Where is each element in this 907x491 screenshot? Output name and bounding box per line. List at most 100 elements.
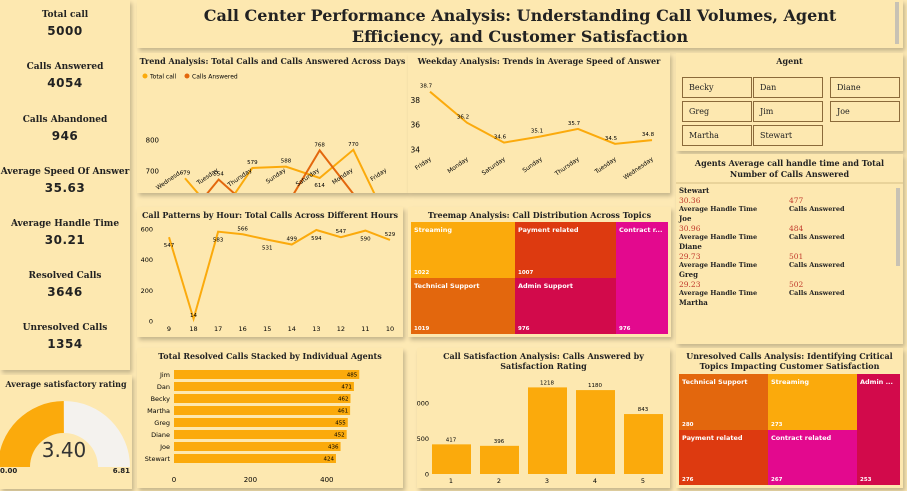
kpi-value: 1354 [47,337,83,351]
x-tick-label: 18 [189,325,197,333]
agent-aht-value: 30.96 [679,224,701,233]
series-line [429,90,653,145]
agent-aht-label: Average Handle Time [679,205,758,213]
kpi-label: Average Speed Of Answer [0,167,130,177]
y-tick-label: 500 [417,435,429,443]
data-label: 590 [360,237,371,243]
tile-value: 1022 [414,270,430,276]
agent-aht-label: Average Handle Time [679,289,758,297]
series-line [206,148,354,193]
hourly-chart: 0 200 400 600 547 14 583 566 531 499 594 547 590 529 9… [141,226,396,333]
series-line [168,228,391,323]
legend-label: Calls Answered [192,74,238,81]
kpi-label: Average Handle Time [10,219,120,229]
bar-category-label: Jim [159,371,170,379]
bar [174,418,348,427]
bar-category-label: Becky [151,395,171,403]
gauge-value: 3.40 [42,438,87,462]
x-tick-label: 12 [337,325,345,333]
x-tick-label: Saturday [481,156,508,178]
data-label: 770 [348,142,359,148]
agent-filter-button[interactable]: Stewart [753,125,823,146]
agent-filter-button[interactable]: Joe [830,101,900,122]
x-tick-label: 11 [361,325,369,333]
hourly-panel: Call Patterns by Hour: Total Calls Acros… [137,207,403,337]
agent-name: Joe [679,214,692,223]
kpi-value: 946 [51,129,79,143]
data-label: 579 [247,160,258,166]
x-tick-label: Monday [446,155,470,175]
x-tick-label: 5 [641,477,645,485]
agent-answered-value: 502 [789,280,804,289]
page-title: Call Center Performance Analysis: Unders… [203,6,837,46]
x-tick-label: 4 [593,477,597,485]
agent-table-row: Stewart 30.36 477 Average Handle Time Calls … [679,186,894,213]
treemap-tile[interactable]: Admin Support 976 [515,278,616,334]
data-label: 436 [328,445,339,451]
data-label: 35.1 [531,128,543,134]
y-tick-label: 36 [410,121,420,130]
treemap-tile[interactable]: Streaming 1022 [411,222,515,278]
data-label: 471 [341,385,352,391]
x-tick-label: 17 [214,325,222,333]
legend-marker [184,73,190,79]
unresolved-treemap-panel: Unresolved Calls Analysis: Identifying C… [676,348,903,488]
agent-filter-button[interactable]: Greg [682,101,752,122]
agent-filter-button[interactable]: Becky [682,77,752,98]
data-label: 1180 [588,383,602,389]
x-tick-label: Friday [369,167,388,183]
x-tick-label: Friday [414,156,433,172]
topics-treemap-title: Treemap Analysis: Call Distribution Acro… [427,210,652,220]
data-label: 417 [446,437,457,443]
kpi-value: 4054 [47,76,83,90]
treemap-tile[interactable]: Payment related 1007 [515,222,616,278]
treemap-tile[interactable]: Technical Support 280 [679,374,768,430]
data-label: 452 [334,433,345,439]
y-tick-label: 0 [149,318,153,326]
agent-aht-value: 30.36 [679,196,701,205]
agent-filter-button[interactable]: Diane [830,77,900,98]
tile-value: 253 [860,477,872,483]
legend-marker [142,73,148,79]
bar-category-label: Martha [147,407,170,415]
header-scrollbar[interactable] [895,2,899,44]
kpi-label: Calls Abandoned [22,115,108,125]
data-label: 499 [287,237,298,243]
agent-filter-button[interactable]: Jim [753,101,823,122]
agent-answered-value: 484 [789,224,804,233]
x-tick-label: Tuesday [593,156,618,177]
bar [174,394,351,403]
tile-label: Payment related [518,226,579,234]
agent-name: Diane [679,242,702,251]
bar-category-label: Greg [154,419,170,427]
agent-name: Martha [679,298,708,307]
tile-label: Streaming [771,378,810,386]
trend-title: Trend Analysis: Total Calls and Calls An… [139,56,406,66]
resolved-panel: Total Resolved Calls Stacked by Individu… [137,348,403,488]
data-label: 554 [213,172,224,178]
data-label: 35.7 [568,121,581,127]
treemap-tile[interactable]: Admin ... 253 [857,374,900,485]
gauge-chart: 3.40 0.00 6.81 [0,401,130,475]
agent-filter-button[interactable]: Martha [682,125,752,146]
x-tick-label: Wednesd... [155,167,186,192]
kpi-label: Unresolved Calls [22,323,108,333]
treemap-tile[interactable]: Streaming 273 [768,374,857,430]
treemap-tile[interactable]: Technical Support 1019 [411,278,515,334]
agent-aht-label: Average Handle Time [679,261,758,269]
agent-aht-value: 29.73 [679,252,701,261]
data-label: 455 [335,421,346,427]
agent-name: Stewart [679,186,710,195]
treemap-tile[interactable]: Payment related 276 [679,430,768,485]
agent-aht-label: Average Handle Time [679,233,758,241]
treemap-tile[interactable]: Contract related 267 [768,430,857,485]
agent-table-scrollbar[interactable] [896,188,900,266]
y-tick-label: 700 [146,168,159,176]
agent-filter-button[interactable]: Dan [753,77,823,98]
bar [480,445,519,474]
data-label: 462 [338,397,349,403]
treemap-tile[interactable]: Contract r... 976 [616,222,668,334]
bar [174,442,341,451]
kpi-label: Resolved Calls [28,271,102,281]
